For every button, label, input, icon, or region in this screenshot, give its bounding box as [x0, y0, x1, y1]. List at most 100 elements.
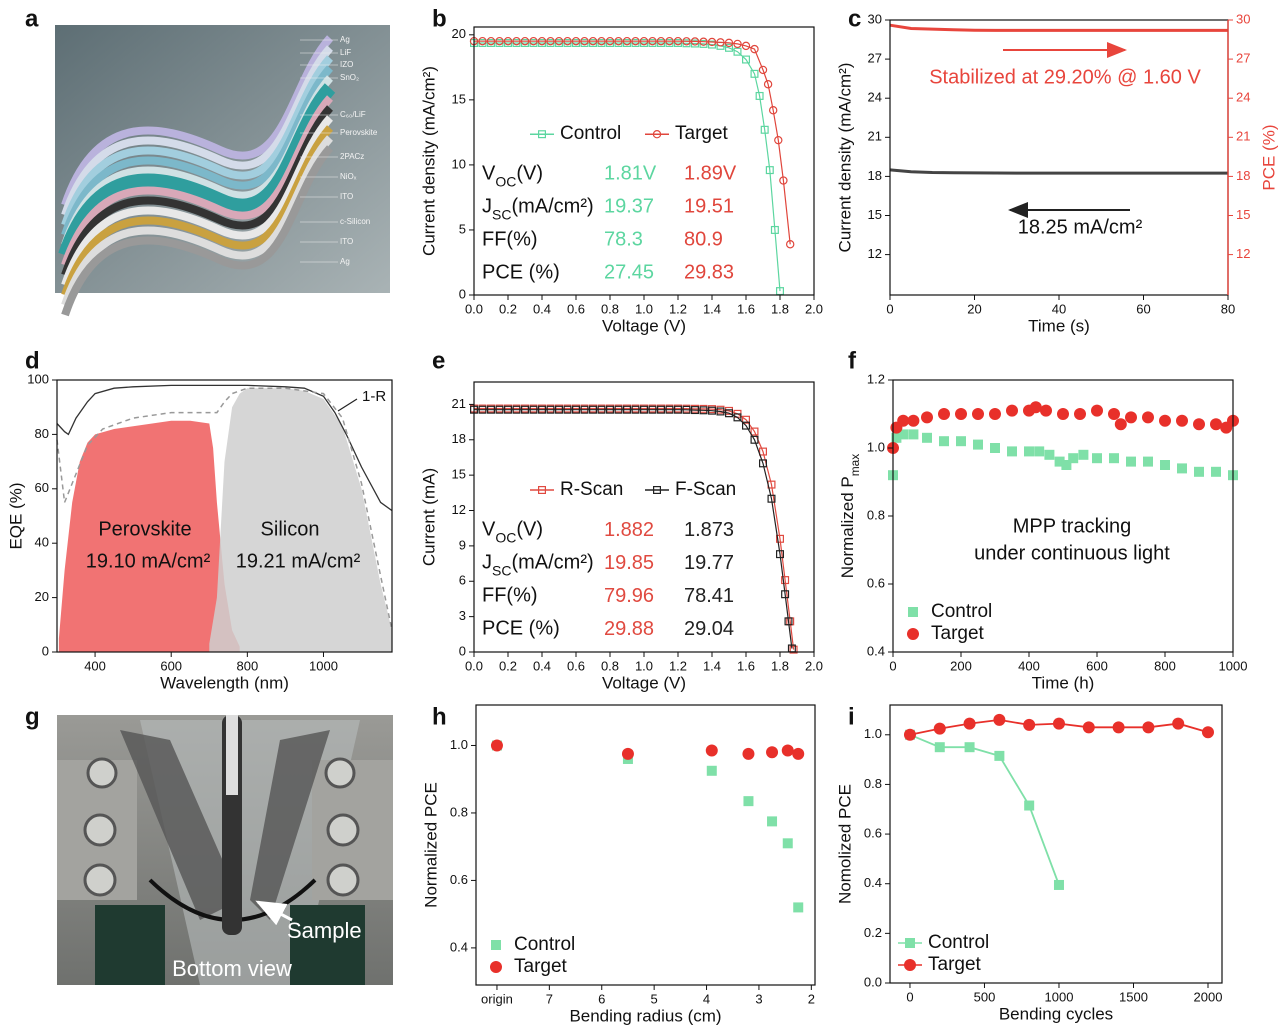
- marker: [571, 36, 581, 46]
- x-tick-label: 2.0: [805, 301, 823, 316]
- y-tick-label: 1.2: [867, 371, 885, 386]
- marker: [1114, 418, 1127, 431]
- table-label: FF(%): [482, 585, 538, 607]
- y-tick-label: 12: [452, 502, 466, 517]
- x-axis-label: Bending cycles: [999, 1004, 1113, 1023]
- marker: [699, 37, 708, 46]
- y-tick-label: 20: [35, 589, 49, 604]
- panel-label: h: [432, 703, 447, 730]
- text-part: max: [848, 454, 862, 477]
- x-tick-label: 1.4: [703, 301, 721, 316]
- x-tick-label: 5: [651, 991, 658, 1006]
- y-tick-label: 0.8: [864, 776, 882, 791]
- legend-marker: [907, 628, 919, 640]
- x-tick-label: 1.8: [771, 658, 789, 673]
- marker: [741, 415, 750, 424]
- layer-label: Perovskite: [340, 128, 378, 137]
- layer-label: LiF: [340, 48, 351, 57]
- marker: [782, 838, 793, 849]
- marker: [789, 645, 798, 654]
- table-label: FF(%): [482, 229, 538, 251]
- y2-tick-label: 12: [1236, 246, 1250, 261]
- marker: [1194, 466, 1204, 477]
- marker: [1082, 721, 1095, 734]
- text-part: J: [482, 552, 492, 574]
- marker: [563, 36, 572, 46]
- marker: [1126, 456, 1136, 467]
- x-tick-label: 1.0: [635, 301, 653, 316]
- y-tick-label: 15: [452, 91, 466, 106]
- marker: [690, 37, 700, 46]
- x-tick-label: 0: [886, 301, 893, 316]
- table-value: 19.77: [684, 552, 734, 574]
- x-axis-label: Time (s): [1028, 316, 1090, 335]
- bolt: [326, 813, 360, 847]
- annotation: 18.25 mA/cm²: [1018, 216, 1143, 238]
- text-part: (mA/cm²): [511, 552, 593, 574]
- marker: [707, 40, 716, 49]
- y-tick-label: 100: [27, 371, 49, 386]
- y-tick-label: 9: [459, 537, 466, 552]
- text-part: J: [482, 196, 492, 218]
- y-tick-label: 27: [868, 51, 882, 66]
- x-tick-label: 1.0: [635, 658, 653, 673]
- marker: [597, 36, 606, 46]
- y-tick-label: 10: [452, 156, 466, 171]
- x-tick-label: 600: [160, 658, 182, 673]
- marker: [520, 405, 529, 414]
- panel-label: e: [432, 347, 445, 374]
- panel-label: c: [848, 5, 861, 32]
- marker: [939, 436, 949, 447]
- layer: [61, 105, 333, 277]
- bolts: [83, 757, 360, 897]
- y-tick-label: 3: [459, 608, 466, 623]
- table-value: 1.81V: [604, 163, 657, 185]
- marker: [1053, 879, 1064, 890]
- marker: [750, 435, 759, 444]
- x-tick-label: 80: [1221, 301, 1235, 316]
- marker: [648, 405, 657, 414]
- marker: [743, 796, 754, 807]
- x-tick-label: 40: [1052, 301, 1066, 316]
- leader-line: [337, 398, 358, 412]
- annotation: Stabilized at 29.20% @ 1.60 V: [929, 66, 1201, 88]
- legend-label: Control: [560, 123, 621, 144]
- y-tick-label: 24: [868, 90, 882, 105]
- y-tick-label: 20: [452, 26, 466, 41]
- marker: [716, 38, 725, 47]
- table-value: 78.41: [684, 585, 734, 607]
- layer: [61, 125, 333, 297]
- table-value: 1.873: [684, 519, 734, 541]
- marker: [897, 414, 910, 427]
- marker: [495, 405, 504, 414]
- x-tick-label: 0.2: [499, 658, 517, 673]
- marker: [487, 405, 496, 414]
- y-axis-label: EQE (%): [6, 482, 25, 549]
- x-tick-label: 0.8: [601, 658, 619, 673]
- y-tick-label: 15: [868, 207, 882, 222]
- marker: [933, 722, 946, 735]
- y-tick-label: 1.0: [867, 439, 885, 454]
- y-tick-label: 1.0: [450, 737, 468, 752]
- marker: [512, 36, 521, 46]
- marker: [989, 408, 1001, 420]
- marker: [750, 44, 759, 54]
- marker: [682, 405, 691, 414]
- photo-label: Sample: [287, 918, 362, 943]
- y-tick-label: 0.0: [864, 974, 882, 989]
- marker: [690, 406, 699, 415]
- marker: [898, 429, 909, 440]
- x-tick-label: 2000: [1194, 989, 1223, 1004]
- text-part: PCE (%): [482, 262, 560, 284]
- marker: [605, 405, 614, 414]
- y-tick-label: 60: [35, 480, 49, 495]
- x-tick-label: 4: [703, 991, 710, 1006]
- y-axis-label: Current density (mA/cm²): [835, 63, 854, 253]
- layer: [61, 115, 333, 287]
- y-tick-label: 0.6: [867, 575, 885, 590]
- x-tick-label: 0.2: [499, 301, 517, 316]
- marker: [775, 550, 784, 559]
- layer: [61, 55, 333, 227]
- y2-tick-label: 27: [1236, 51, 1250, 66]
- x-tick-label: 20: [967, 301, 981, 316]
